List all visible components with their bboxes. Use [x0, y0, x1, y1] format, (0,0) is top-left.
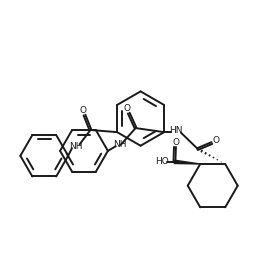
Text: O: O	[123, 104, 130, 113]
Text: O: O	[213, 136, 219, 145]
Text: HN: HN	[169, 126, 183, 135]
Text: HO: HO	[155, 157, 169, 166]
Text: O: O	[172, 138, 179, 147]
Text: NH: NH	[113, 140, 126, 150]
Text: NH: NH	[70, 142, 83, 151]
Text: O: O	[80, 106, 87, 115]
Polygon shape	[174, 160, 200, 164]
